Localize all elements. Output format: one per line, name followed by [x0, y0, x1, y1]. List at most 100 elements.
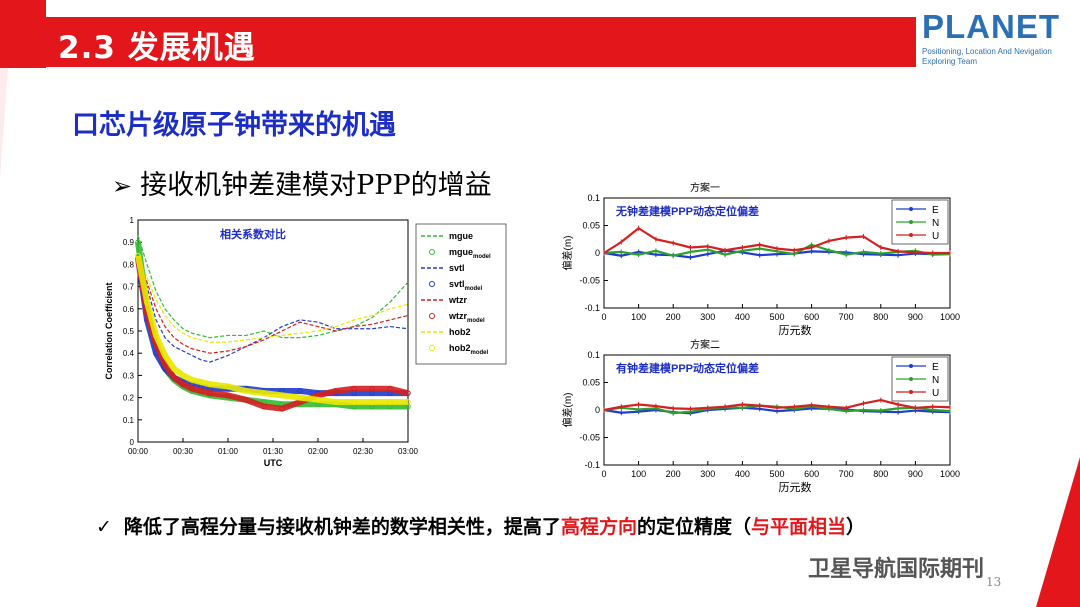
data-point-wtzr_model [162, 361, 168, 368]
y-tick-label: 0.6 [123, 305, 135, 314]
x-tick-label: 1000 [940, 312, 960, 322]
x-tick-label: 300 [700, 469, 715, 479]
data-point-wtzr_model [279, 406, 285, 412]
subheading-text: 接收机钟差建模对PPP的增益 [140, 170, 492, 201]
legend-label: mgue [449, 231, 473, 241]
bullet-arrow-icon: ➢ [112, 172, 133, 200]
legend-label: svtlmodel [449, 279, 483, 292]
chart-title: 方案二 [690, 338, 720, 351]
x-tick-label: 02:00 [308, 447, 329, 456]
y-tick-label: 0 [595, 405, 600, 415]
legend-marker-hob2 [429, 345, 435, 351]
data-point-wtzr_model [387, 386, 393, 392]
data-point-hob2_model [207, 381, 213, 387]
x-tick-label: 400 [735, 312, 750, 322]
data-point-wtzr_model [369, 386, 375, 392]
x-tick-label: 01:00 [218, 447, 239, 456]
y-tick-label: 0 [130, 438, 135, 447]
legend-marker-U [909, 233, 913, 237]
data-point-wtzr_model [243, 397, 249, 403]
x-tick-label: 400 [735, 469, 750, 479]
conclusion-prefix: 降低了高程分量与接收机钟差的数学相关性，提高了 [123, 516, 561, 538]
data-point-wtzr_model [180, 381, 186, 387]
y-tick-label: 0.3 [123, 371, 135, 380]
x-tick-label: 800 [873, 469, 888, 479]
y-axis-label: 偏差(m) [561, 393, 574, 428]
x-tick-label: 200 [666, 469, 681, 479]
y-tick-label: -0.05 [579, 276, 600, 286]
x-tick-label: 0 [601, 469, 606, 479]
legend-box [415, 223, 507, 365]
chart-annotation: 无钟差建模PPP动态定位偏差 [615, 204, 759, 218]
legend-marker-E [909, 364, 913, 368]
y-tick-label: 0.1 [123, 416, 135, 425]
y-tick-label: 0.5 [123, 327, 135, 336]
data-point-hob2_model [297, 394, 303, 401]
y-tick-label: 0.05 [582, 378, 600, 388]
correlation-chart: 0 0.1 0.2 0.3 0.4 0.5 0.6 0.7 0.8 0.9 1 00:00 00:30 0… [104, 216, 507, 468]
x-tick-label: 900 [908, 469, 923, 479]
data-point-hob2_model [243, 388, 249, 394]
y-tick-label: 0.4 [123, 349, 135, 358]
conclusion-highlight-1: 高程方向 [560, 516, 637, 538]
x-tick-label: 100 [631, 469, 646, 479]
y-tick-label: -0.1 [584, 303, 600, 313]
x-tick-label: 500 [769, 312, 784, 322]
x-axis-label: 历元数 [779, 324, 812, 337]
y-tick-label: 0.7 [123, 283, 135, 292]
legend-marker-mgue [429, 249, 435, 255]
data-point-wtzr_model [261, 403, 267, 410]
legend-marker-wtzr [429, 313, 435, 319]
slide-title: 2.3 发展机遇 [58, 30, 256, 66]
data-point-hob2_model [144, 299, 150, 305]
x-tick-label: 500 [769, 469, 784, 479]
data-point-hob2_model [387, 399, 393, 405]
legend-marker-svtl [429, 281, 435, 287]
left-decoration [0, 68, 8, 178]
x-tick-label: 0 [601, 312, 606, 322]
legend-label: N [932, 375, 939, 386]
legend-marker-N [909, 220, 913, 224]
y-tick-label: 0.8 [123, 260, 135, 269]
x-axis-label: UTC [264, 458, 283, 468]
data-point-wtzr_model [171, 374, 177, 381]
y-tick-label: 0.9 [123, 238, 135, 247]
page-number: 13 [986, 575, 1002, 589]
data-point-hob2_model [135, 252, 141, 259]
data-point-hob2_model [351, 399, 357, 405]
bottom-right-decoration [1036, 457, 1080, 607]
watermark: 卫星导航国际期刊 [808, 557, 985, 582]
x-tick-label: 00:30 [173, 447, 194, 456]
data-point-hob2_model [180, 372, 186, 379]
series-line-wtzr [137, 257, 409, 354]
y-axis-label: Correlation Coefficient [104, 282, 114, 379]
y-tick-label: -0.1 [584, 460, 600, 470]
section-heading: 口芯片级原子钟带来的机遇 [72, 110, 396, 141]
x-tick-label: 300 [700, 312, 715, 322]
scheme2-chart: 方案二 -0.1 -0.05 0 0.05 0.1 0 100 200 300 400 500 600 7… [561, 338, 960, 494]
y-tick-label: -0.05 [579, 433, 600, 443]
data-point-wtzr_model [198, 388, 204, 394]
x-tick-label: 600 [804, 469, 819, 479]
chart-annotation: 相关系数对比 [220, 227, 286, 241]
legend-label: hob2 [449, 327, 471, 337]
x-tick-label: 03:00 [398, 447, 419, 456]
x-axis-label: 历元数 [779, 481, 812, 494]
y-tick-label: 0.2 [123, 394, 135, 403]
conclusion-middle: 的定位精度（ [636, 516, 751, 538]
legend-marker-U [909, 390, 913, 394]
y-axis-label: 偏差(m) [561, 236, 574, 271]
x-tick-label: 02:30 [353, 447, 374, 456]
title-bar [46, 17, 916, 67]
data-point-hob2_model [315, 397, 321, 403]
logo-subtitle-line1: Positioning, Location And Nevigation [922, 47, 1052, 56]
data-point-wtzr_model [405, 390, 411, 396]
x-tick-label: 700 [839, 469, 854, 479]
data-point-wtzr_model [225, 392, 231, 399]
series-line-hob2 [137, 255, 409, 343]
x-tick-label: 800 [873, 312, 888, 322]
data-point-mgue_model [135, 239, 141, 245]
legend-marker-E [909, 207, 913, 211]
conclusion-suffix: ） [845, 516, 865, 538]
data-point-hob2_model [369, 399, 375, 405]
